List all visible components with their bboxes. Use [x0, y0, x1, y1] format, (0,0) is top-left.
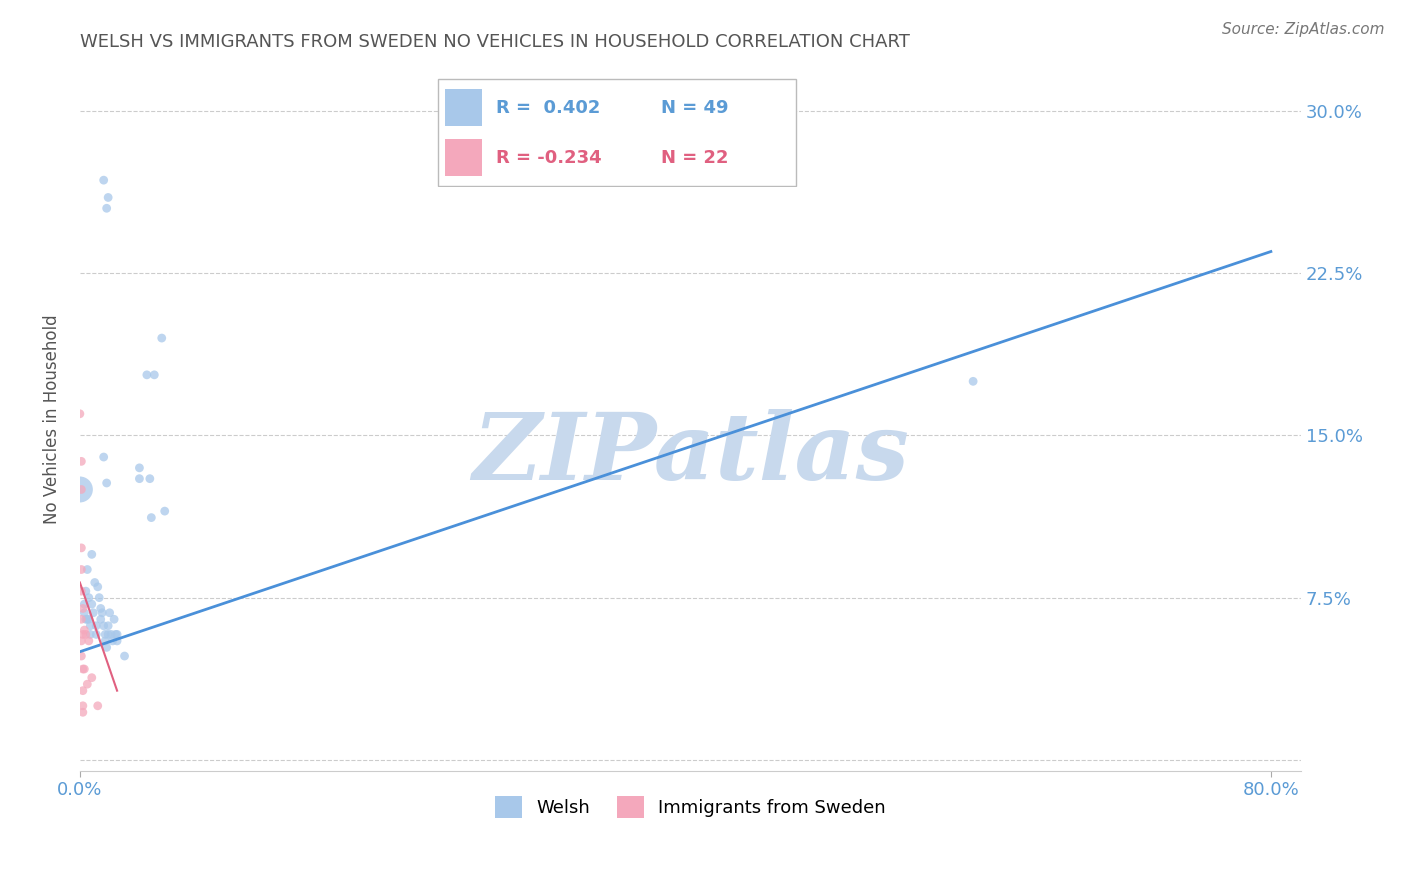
Point: [75, 584, 97, 599]
Point: [82, 606, 104, 620]
Point: [93, 450, 115, 464]
Point: [94, 627, 117, 641]
Point: [84, 619, 107, 633]
Point: [70, 454, 93, 468]
Point: [76, 562, 98, 576]
Point: [72, 601, 94, 615]
Point: [70, 584, 93, 599]
Point: [153, 504, 176, 518]
Point: [96, 201, 118, 215]
Point: [70, 634, 93, 648]
Point: [87, 698, 110, 713]
Point: [150, 331, 173, 345]
Point: [94, 634, 117, 648]
Point: [77, 612, 100, 626]
Point: [91, 606, 114, 620]
Point: [70, 541, 93, 555]
Point: [70, 483, 93, 497]
Point: [72, 662, 94, 676]
Point: [73, 623, 96, 637]
Point: [75, 627, 97, 641]
Point: [89, 591, 111, 605]
Point: [97, 190, 120, 204]
Point: [139, 472, 162, 486]
Point: [79, 627, 101, 641]
Point: [73, 597, 96, 611]
Point: [90, 612, 112, 626]
Point: [70, 648, 93, 663]
Point: [80, 671, 103, 685]
Point: [73, 662, 96, 676]
Point: [128, 472, 150, 486]
Point: [80, 597, 103, 611]
Point: [962, 374, 984, 388]
Point: [80, 548, 103, 562]
Point: [73, 606, 96, 620]
Point: [103, 612, 125, 626]
Point: [70, 562, 93, 576]
Point: [135, 368, 157, 382]
Point: [72, 627, 94, 641]
Point: [105, 634, 128, 648]
Point: [141, 510, 163, 524]
Point: [114, 648, 136, 663]
Point: [100, 627, 122, 641]
Point: [105, 627, 128, 641]
Point: [75, 612, 97, 626]
Point: [79, 619, 101, 633]
Point: [128, 460, 150, 475]
Y-axis label: No Vehicles in Household: No Vehicles in Household: [44, 314, 60, 524]
Point: [70, 612, 93, 626]
Point: [96, 475, 118, 490]
Point: [72, 683, 94, 698]
Point: [101, 634, 124, 648]
Point: [96, 640, 118, 655]
Point: [84, 627, 107, 641]
Point: [72, 698, 94, 713]
Point: [76, 612, 98, 626]
Legend: Welsh, Immigrants from Sweden: Welsh, Immigrants from Sweden: [488, 789, 893, 825]
Point: [93, 173, 115, 187]
Point: [69, 407, 91, 421]
Point: [69, 483, 91, 497]
Point: [143, 368, 166, 382]
Point: [93, 619, 115, 633]
Point: [76, 677, 98, 691]
Text: WELSH VS IMMIGRANTS FROM SWEDEN NO VEHICLES IN HOUSEHOLD CORRELATION CHART: WELSH VS IMMIGRANTS FROM SWEDEN NO VEHIC…: [80, 33, 910, 51]
Point: [87, 580, 110, 594]
Point: [104, 627, 127, 641]
Text: ZIPatlas: ZIPatlas: [472, 409, 908, 500]
Point: [98, 606, 121, 620]
Point: [97, 619, 120, 633]
Text: Source: ZipAtlas.com: Source: ZipAtlas.com: [1222, 22, 1385, 37]
Point: [83, 575, 105, 590]
Point: [77, 591, 100, 605]
Point: [72, 706, 94, 720]
Point: [77, 634, 100, 648]
Point: [90, 601, 112, 615]
Point: [97, 627, 120, 641]
